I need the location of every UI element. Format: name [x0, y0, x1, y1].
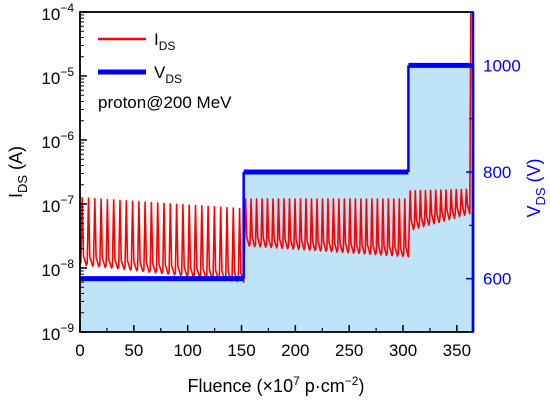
x-tick-label: 300	[389, 341, 417, 360]
y-right-axis-title: VDS (V)	[524, 158, 548, 217]
x-tick-label: 350	[443, 341, 471, 360]
x-axis-title-exp-2: −2	[345, 374, 359, 388]
ids-series-group	[79, 11, 472, 283]
y-left-axis: 10−9 10−8 10−7 10−6 10−5 10−4	[41, 1, 87, 344]
x-tick-label: 150	[227, 341, 255, 360]
legend-ids-label: IDS	[154, 30, 175, 53]
vds-area-fill-group	[80, 65, 473, 332]
vds-series-group	[80, 62, 475, 332]
x-tick-label: 0	[75, 341, 84, 360]
x-tick-label: 100	[173, 341, 201, 360]
y-right-tick-label: 600	[483, 270, 511, 289]
x-axis-title-exp-1: 7	[293, 374, 300, 388]
x-tick-label: 250	[335, 341, 363, 360]
y-left-tick-label: 10−8	[41, 257, 74, 280]
y-left-tick-label: 10−4	[41, 1, 74, 24]
legend: IDS VDS	[98, 30, 182, 86]
x-axis-title-main: Fluence (×10	[188, 376, 294, 396]
x-axis-title-mid: p·cm	[300, 376, 345, 396]
y-left-tick-label: 10−7	[41, 193, 74, 216]
x-tick-label: 50	[124, 341, 143, 360]
ids-line	[79, 11, 472, 283]
y-left-axis-title: IDS (A)	[6, 146, 30, 198]
y-right-tick-label: 800	[483, 163, 511, 182]
y-right-tick-label: 1000	[483, 56, 521, 75]
x-axis-title-end: )	[358, 376, 364, 396]
y-left-tick-label: 10−6	[41, 129, 74, 152]
x-tick-label: 200	[281, 341, 309, 360]
x-axis: 0 50 100 150 200 250 300 350	[75, 325, 471, 360]
legend-vds-label: VDS	[154, 63, 182, 86]
x-axis-title: Fluence (×107 p·cm−2)	[188, 374, 365, 396]
y-left-tick-label: 10−9	[41, 321, 74, 344]
y-right-axis: 600 800 1000	[466, 11, 521, 333]
vds-area-fill	[80, 65, 473, 332]
y-left-tick-label: 10−5	[41, 65, 74, 88]
chart-annotation: proton@200 MeV	[98, 93, 232, 112]
